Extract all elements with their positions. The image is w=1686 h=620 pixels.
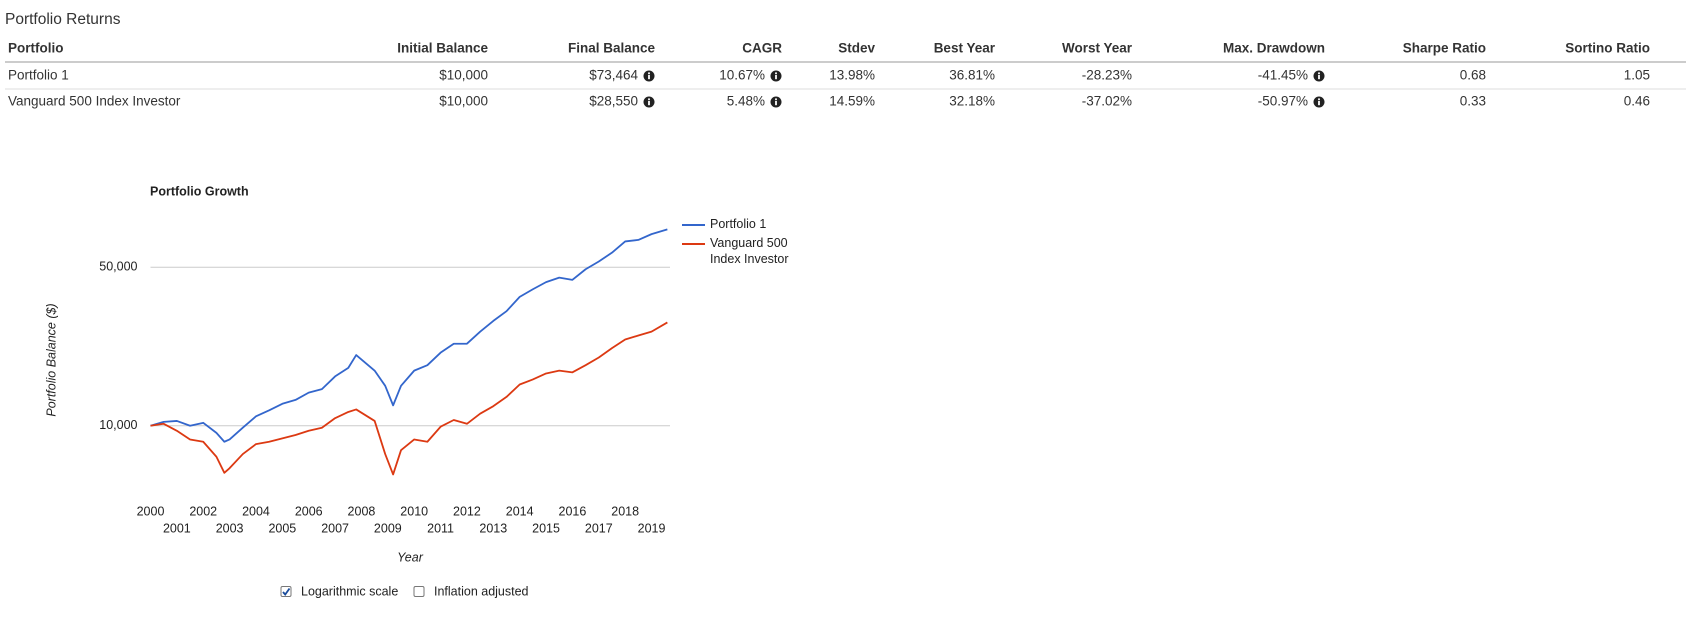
- table-cell: $10,000: [439, 68, 488, 83]
- x-tick-label: 2019: [638, 521, 666, 535]
- info-icon-dot: [1318, 98, 1320, 101]
- info-icon-dot: [648, 98, 650, 101]
- column-header: Best Year: [934, 41, 996, 56]
- table-cell: $28,550: [589, 94, 638, 109]
- info-icon-bar: [1318, 75, 1320, 80]
- x-tick-label: 2007: [321, 521, 349, 535]
- y-axis-label: Portfolio Balance ($): [44, 303, 58, 416]
- x-tick-label: 2005: [268, 521, 296, 535]
- x-tick-label: 2009: [374, 521, 402, 535]
- column-header: Sharpe Ratio: [1403, 41, 1486, 56]
- column-header: Initial Balance: [397, 41, 488, 56]
- info-icon-dot: [775, 72, 777, 75]
- x-tick-label: 2003: [216, 521, 244, 535]
- column-header: Worst Year: [1062, 41, 1133, 56]
- table-cell: 0.68: [1460, 68, 1486, 83]
- column-header: Final Balance: [568, 41, 656, 56]
- info-icon-dot: [648, 72, 650, 75]
- info-icon-dot: [775, 98, 777, 101]
- x-tick-label: 2012: [453, 504, 481, 518]
- column-header: Max. Drawdown: [1223, 41, 1325, 56]
- column-header: Sortino Ratio: [1565, 41, 1650, 56]
- table-cell: Vanguard 500 Index Investor: [8, 94, 181, 109]
- info-icon-bar: [1318, 101, 1320, 106]
- checkbox-label[interactable]: Logarithmic scale: [301, 584, 398, 598]
- info-icon-bar: [775, 75, 777, 80]
- info-icon-dot: [1318, 72, 1320, 75]
- table-cell: 10.67%: [719, 68, 765, 83]
- checkbox[interactable]: [280, 586, 292, 597]
- x-tick-label: 2016: [559, 504, 587, 518]
- table-cell: -41.45%: [1258, 68, 1308, 83]
- table-cell: $10,000: [439, 94, 488, 109]
- y-tick-label: 50,000: [99, 260, 137, 274]
- y-tick-label: 10,000: [99, 418, 137, 432]
- x-tick-label: 2002: [189, 504, 217, 518]
- table-cell: 5.48%: [727, 94, 765, 109]
- checkbox[interactable]: [413, 586, 425, 597]
- legend-label: Portfolio 1: [710, 217, 767, 231]
- series-line: [150, 228, 668, 443]
- x-tick-label: 2001: [163, 521, 191, 535]
- table-cell: 0.46: [1624, 94, 1650, 109]
- table-cell: 32.18%: [949, 94, 995, 109]
- table-cell: -37.02%: [1082, 94, 1132, 109]
- x-tick-label: 2013: [479, 521, 507, 535]
- series-line: [150, 321, 668, 476]
- table-cell: -50.97%: [1258, 94, 1308, 109]
- info-icon-bar: [648, 101, 650, 106]
- x-axis-label: Year: [397, 550, 424, 564]
- legend-entry-box: Vanguard 500 Index Investor: [710, 236, 789, 266]
- legend-label: Vanguard 500 Index Investor: [710, 236, 789, 266]
- section-title: Portfolio Returns: [5, 11, 121, 28]
- x-tick-label: 2018: [611, 504, 639, 518]
- column-header: CAGR: [742, 41, 782, 56]
- x-tick-label: 2006: [295, 504, 323, 518]
- x-tick-label: 2011: [427, 521, 454, 535]
- info-icon-bar: [775, 101, 777, 106]
- x-tick-label: 2004: [242, 504, 270, 518]
- table-cell: Portfolio 1: [8, 68, 69, 83]
- table-cell: $73,464: [589, 68, 638, 83]
- table-cell: 13.98%: [829, 68, 875, 83]
- x-tick-label: 2017: [585, 521, 613, 535]
- chart-title: Portfolio Growth: [150, 184, 249, 198]
- table-cell: 14.59%: [829, 94, 875, 109]
- checkbox-check: [282, 587, 291, 596]
- x-tick-label: 2008: [348, 504, 376, 518]
- x-tick-label: 2010: [400, 504, 428, 518]
- table-cell: 0.33: [1460, 94, 1486, 109]
- checkbox-label[interactable]: Inflation adjusted: [434, 584, 529, 598]
- table-cell: 1.05: [1624, 68, 1650, 83]
- info-icon-bar: [648, 75, 650, 80]
- column-header: Stdev: [838, 41, 875, 56]
- x-tick-label: 2015: [532, 521, 560, 535]
- table-cell: -28.23%: [1082, 68, 1132, 83]
- x-tick-label: 2000: [137, 504, 165, 518]
- legend-entry-box: Portfolio 1: [710, 217, 767, 231]
- table-cell: 36.81%: [949, 68, 995, 83]
- x-tick-label: 2014: [506, 504, 534, 518]
- column-header: Portfolio: [8, 41, 64, 56]
